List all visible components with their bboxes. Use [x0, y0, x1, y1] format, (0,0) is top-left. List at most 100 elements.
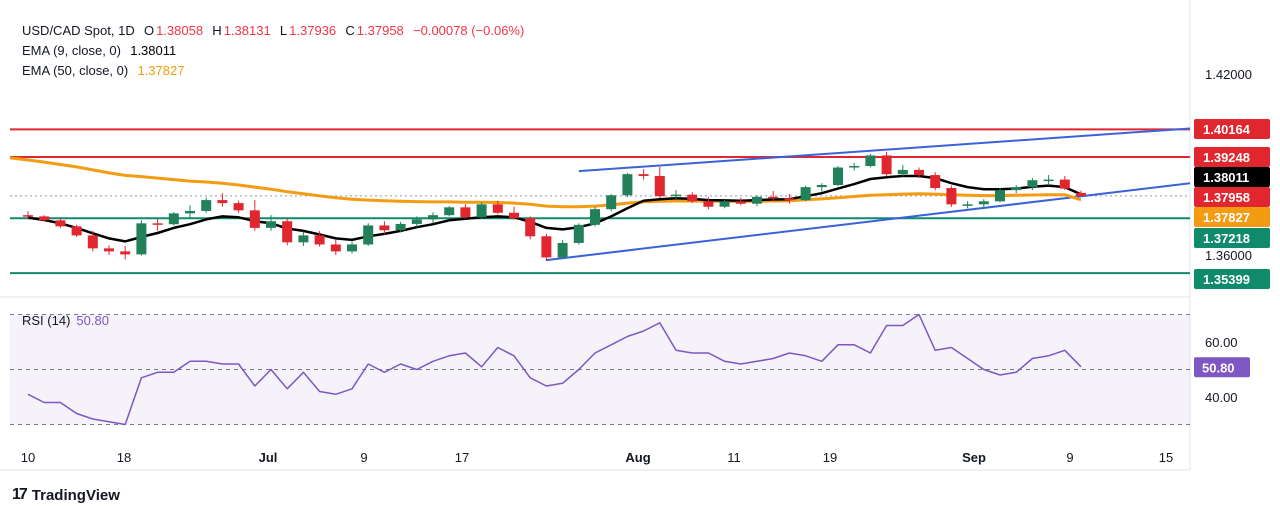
- candle-body: [217, 200, 228, 204]
- price-tag-bg: [1194, 207, 1270, 227]
- candle-body: [719, 201, 730, 207]
- candle-body: [557, 242, 568, 258]
- rsi-value-tag: 50.80: [1194, 357, 1250, 378]
- candle: [185, 205, 195, 219]
- candle: [411, 216, 422, 228]
- candle-body: [525, 218, 536, 237]
- candle-body: [185, 210, 195, 214]
- change-value: −0.00078 (−0.06%): [413, 23, 525, 38]
- candle: [541, 233, 552, 262]
- candle-body: [136, 223, 147, 255]
- candle: [995, 188, 1005, 203]
- ema50-legend: EMA (50, close, 0) 1.37827: [22, 63, 186, 79]
- candle-body: [233, 203, 244, 211]
- price-tag-bg: [1194, 187, 1270, 207]
- candle: [687, 192, 698, 204]
- ema9-value: 1.38011: [130, 43, 177, 58]
- candle-body: [120, 251, 131, 255]
- candle: [379, 221, 390, 235]
- candle-body: [573, 224, 584, 243]
- candle: [201, 197, 212, 213]
- candle: [638, 169, 649, 180]
- candle: [784, 194, 795, 204]
- tradingview-brand[interactable]: 17 TradingView: [12, 486, 120, 504]
- candle: [606, 194, 617, 212]
- candle-body: [606, 195, 617, 210]
- candle: [703, 197, 714, 210]
- rsi-band: [10, 314, 1190, 425]
- candle: [55, 218, 66, 228]
- rsi-tag-label: 50.80: [1202, 360, 1235, 375]
- candle: [752, 195, 762, 207]
- candle: [104, 245, 114, 255]
- price-tick-label: 1.42000: [1205, 67, 1252, 82]
- rsi-pane[interactable]: [10, 313, 1190, 426]
- candle-body: [962, 204, 973, 206]
- ema9-label: EMA (9, close, 0): [22, 43, 121, 58]
- candle-body: [752, 196, 762, 204]
- candle-body: [71, 226, 82, 236]
- price-tag-bg: [1194, 119, 1270, 139]
- candle: [23, 211, 33, 220]
- rsi-tag-bg: [1194, 357, 1250, 378]
- candle-body: [314, 235, 325, 245]
- candle: [622, 172, 633, 198]
- candle-body: [282, 221, 293, 243]
- price-tag-label: 1.37827: [1203, 210, 1250, 225]
- candle-body: [395, 223, 406, 231]
- candle-body: [1027, 180, 1038, 188]
- price-tag-label: 1.37218: [1203, 231, 1250, 246]
- candle: [865, 153, 876, 168]
- tradingview-logo-icon: 17: [12, 486, 28, 503]
- candle: [735, 197, 746, 206]
- price-tag-ema9: 1.38011: [1194, 167, 1270, 187]
- candle-body: [541, 236, 552, 258]
- time-tick-label: Jul: [259, 450, 278, 465]
- candle-body: [444, 207, 455, 216]
- candle: [671, 190, 681, 200]
- candle: [330, 239, 341, 255]
- chart-grid: [0, 0, 1191, 471]
- time-tick-label: 10: [21, 450, 35, 465]
- price-tag-label: 1.40164: [1203, 122, 1251, 137]
- candle: [557, 239, 568, 259]
- ema9-line: [27, 174, 1082, 243]
- candle-body: [266, 221, 276, 228]
- price-tag-label: 1.37958: [1203, 190, 1250, 205]
- chart-axes: 1.42000 1.36000 60.00 40.00 1.40164 1.39248 1.…: [21, 67, 1270, 465]
- candle-body: [330, 244, 341, 252]
- candle-body: [881, 155, 892, 175]
- candle-body: [865, 155, 876, 167]
- candle-body: [784, 198, 795, 201]
- price-tag-ema50: 1.37827: [1194, 207, 1270, 227]
- candle-body: [995, 190, 1005, 202]
- channel-upper-line: [578, 127, 1191, 173]
- time-tick-label: 11: [727, 450, 741, 465]
- candle: [881, 151, 892, 177]
- candle: [816, 183, 827, 192]
- price-tag-bg: [1194, 228, 1270, 248]
- candle: [39, 215, 50, 222]
- candle: [800, 185, 811, 202]
- candle: [1076, 190, 1086, 197]
- candle-body: [249, 210, 260, 228]
- price-tag-resistance: 1.40164: [1194, 119, 1270, 139]
- candle-body: [168, 213, 179, 225]
- candle: [428, 212, 438, 224]
- candle: [476, 202, 487, 219]
- price-tag-label: 1.39248: [1203, 150, 1250, 165]
- candle: [217, 193, 228, 207]
- candle: [946, 185, 957, 207]
- candle: [460, 204, 471, 219]
- candle: [978, 199, 989, 210]
- price-pane[interactable]: [9, 127, 1191, 275]
- candle-body: [914, 169, 924, 176]
- candle: [249, 200, 260, 231]
- open-label: O: [143, 23, 155, 38]
- price-tag-bg: [1194, 147, 1270, 167]
- rsi-value: 50.80: [76, 313, 109, 328]
- price-tag-label: 1.38011: [1203, 170, 1249, 185]
- candle: [347, 241, 357, 254]
- candle-body: [622, 174, 633, 196]
